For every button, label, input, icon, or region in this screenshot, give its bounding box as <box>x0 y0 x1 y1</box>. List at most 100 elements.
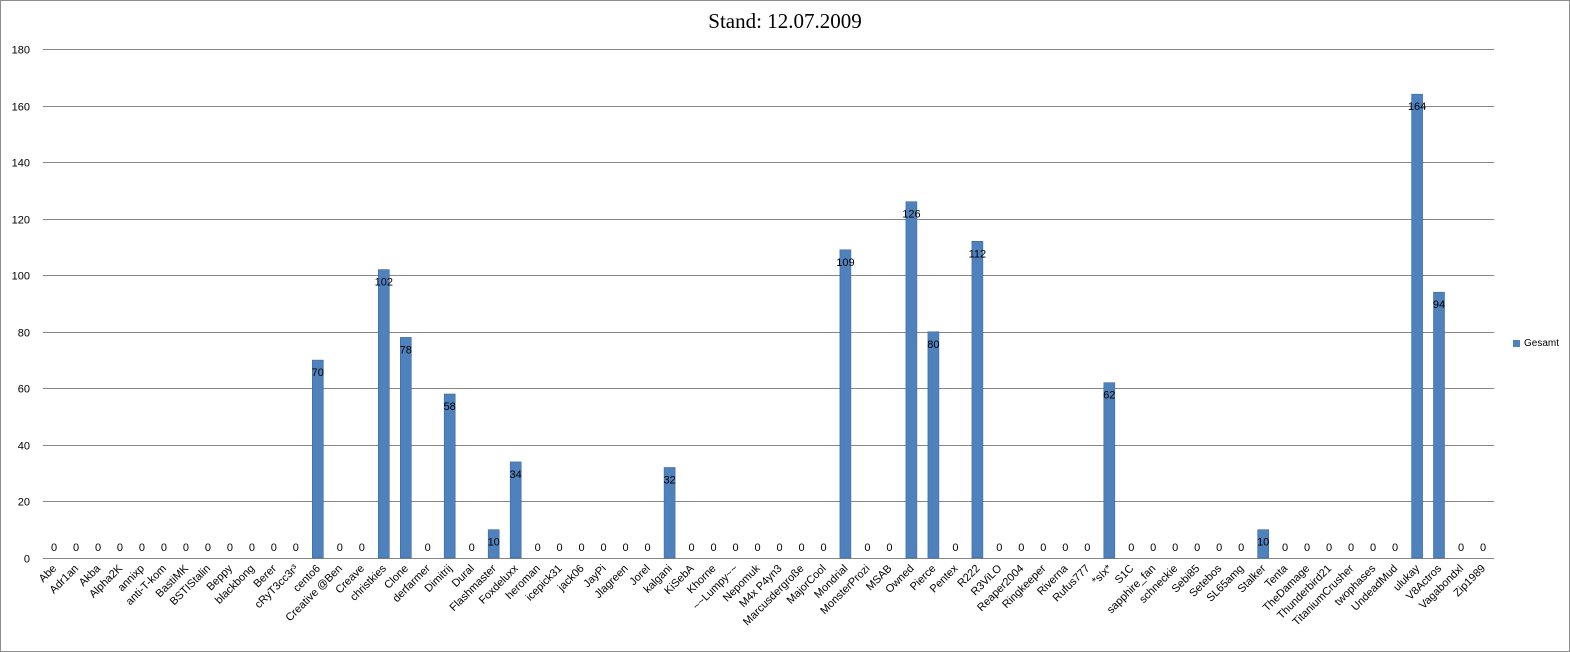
data-labels: 0 0 0 0 0 0 0 0 0 0 0 0 70 0 0 102 78 0 58 0 10 34 0 0 0 0 0 0 32 0 0 0… <box>51 101 1486 554</box>
y-tick-label: 160 <box>12 102 30 114</box>
data-label: 80 <box>927 339 939 351</box>
legend-swatch <box>1513 340 1520 347</box>
data-label: 0 <box>732 542 738 554</box>
bar <box>487 529 500 559</box>
y-tick-label: 0 <box>24 554 30 566</box>
bar <box>443 393 456 559</box>
data-label: 0 <box>139 542 145 554</box>
data-label: 62 <box>1103 390 1115 402</box>
data-label: 0 <box>689 542 695 554</box>
data-label: 0 <box>557 542 563 554</box>
chart-title: Stand: 12.07.2009 <box>708 9 862 33</box>
data-label: 0 <box>205 542 211 554</box>
data-label: 0 <box>1018 542 1024 554</box>
data-label: 78 <box>400 344 412 356</box>
data-label: 0 <box>359 542 365 554</box>
data-label: 70 <box>312 367 324 379</box>
data-label: 0 <box>864 542 870 554</box>
bar <box>663 467 676 559</box>
data-label: 0 <box>1348 542 1354 554</box>
y-tick-label: 60 <box>18 384 30 396</box>
y-tick-label: 100 <box>12 271 30 283</box>
y-tick-label: 40 <box>18 441 30 453</box>
data-label: 0 <box>1040 542 1046 554</box>
bar <box>377 269 390 559</box>
data-label: 0 <box>1128 542 1134 554</box>
data-label: 0 <box>754 542 760 554</box>
legend: Gesamt <box>1513 338 1559 349</box>
bar <box>927 331 940 559</box>
data-label: 0 <box>1282 542 1288 554</box>
bar <box>1411 93 1423 559</box>
bar <box>509 461 522 559</box>
data-label: 0 <box>117 542 123 554</box>
y-tick-label: 180 <box>12 45 30 57</box>
data-label: 109 <box>836 257 854 269</box>
data-label: 94 <box>1433 299 1445 311</box>
gridlines <box>43 49 1494 559</box>
data-label: 0 <box>1150 542 1156 554</box>
data-label: 126 <box>902 209 920 221</box>
data-label: 0 <box>820 542 826 554</box>
data-label: 0 <box>710 542 716 554</box>
y-tick-label: 140 <box>12 158 30 170</box>
data-label: 0 <box>1304 542 1310 554</box>
legend-label: Gesamt <box>1524 338 1560 349</box>
data-label: 0 <box>601 542 607 554</box>
data-label: 0 <box>293 542 299 554</box>
data-label: 0 <box>623 542 629 554</box>
data-label: 0 <box>886 542 892 554</box>
data-label: 0 <box>776 542 782 554</box>
y-axis-ticks: 0 20 40 60 80 100 120 140 160 180 <box>12 45 30 566</box>
data-label: 0 <box>1216 542 1222 554</box>
data-label: 0 <box>1370 542 1376 554</box>
data-label: 0 <box>1480 542 1486 554</box>
data-label: 0 <box>337 542 343 554</box>
data-label: 0 <box>535 542 541 554</box>
bar <box>1433 291 1445 559</box>
data-label: 102 <box>375 277 393 289</box>
data-label: 10 <box>488 537 500 549</box>
data-label: 0 <box>271 542 277 554</box>
bar <box>971 241 984 559</box>
data-label: 0 <box>1238 542 1244 554</box>
bar <box>839 249 852 559</box>
data-label: 0 <box>798 542 804 554</box>
x-tick-label: *sIx* <box>1090 562 1115 587</box>
data-label: 0 <box>1172 542 1178 554</box>
data-label: 0 <box>996 542 1002 554</box>
data-label: 164 <box>1408 101 1426 113</box>
data-label: 0 <box>95 542 101 554</box>
y-tick-label: 80 <box>18 328 30 340</box>
x-axis-ticks: AbeAdr1anAkbaAlpha2Kannixpanti-T-komBast… <box>37 562 1488 628</box>
data-label: 34 <box>510 469 522 481</box>
data-label: 0 <box>952 542 958 554</box>
data-label: 0 <box>579 542 585 554</box>
data-label: 0 <box>425 542 431 554</box>
data-label: 58 <box>444 401 456 413</box>
data-label: 0 <box>1194 542 1200 554</box>
data-label: 10 <box>1257 537 1269 549</box>
data-label: 112 <box>969 248 987 260</box>
data-label: 0 <box>469 542 475 554</box>
data-label: 0 <box>1392 542 1398 554</box>
bar <box>1103 382 1116 559</box>
data-label: 0 <box>1084 542 1090 554</box>
data-label: 0 <box>227 542 233 554</box>
data-label: 0 <box>645 542 651 554</box>
data-label: 0 <box>183 542 189 554</box>
bar <box>399 337 412 559</box>
data-label: 0 <box>73 542 79 554</box>
data-label: 0 <box>1062 542 1068 554</box>
data-label: 0 <box>51 542 57 554</box>
data-label: 0 <box>249 542 255 554</box>
bar <box>905 201 918 559</box>
bars <box>311 93 1445 559</box>
data-label: 32 <box>663 475 675 487</box>
data-label: 0 <box>1458 542 1464 554</box>
bar <box>311 359 324 559</box>
bar <box>1257 529 1269 559</box>
y-tick-label: 120 <box>12 215 30 227</box>
